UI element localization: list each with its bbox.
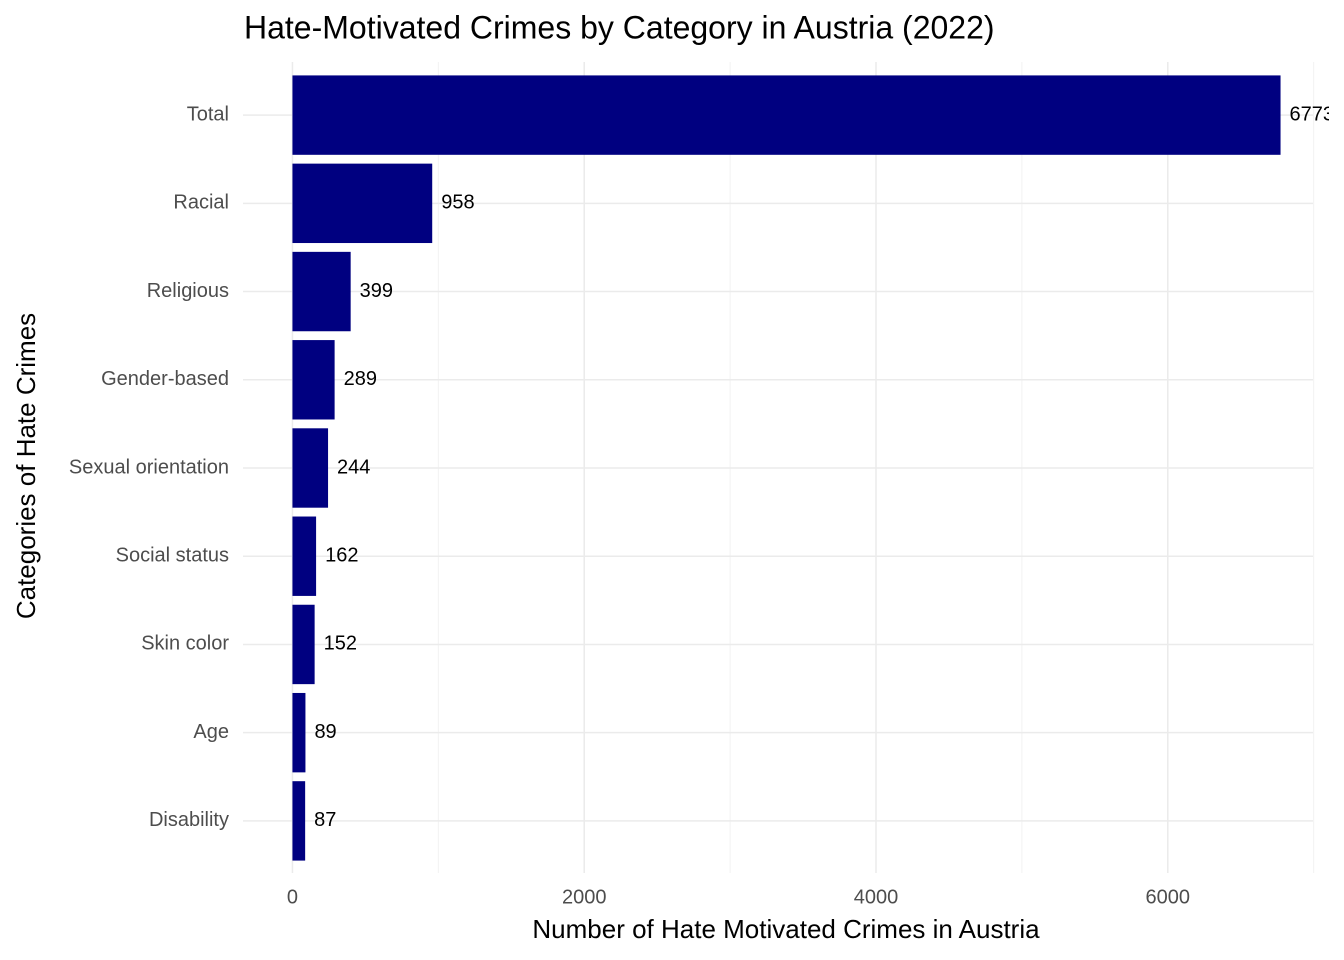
bar bbox=[292, 692, 306, 773]
x-tick-label: 2000 bbox=[562, 886, 607, 908]
y-tick-label: Disability bbox=[149, 809, 229, 831]
y-axis-title: Categories of Hate Crimes bbox=[11, 313, 41, 619]
bar bbox=[292, 340, 335, 420]
x-tick-label: 0 bbox=[287, 886, 298, 908]
bar bbox=[292, 75, 1281, 155]
bar bbox=[292, 604, 315, 685]
y-tick-label: Religious bbox=[147, 280, 229, 302]
y-tick-label: Social status bbox=[116, 545, 229, 567]
y-tick-label: Age bbox=[193, 721, 229, 743]
value-label: 89 bbox=[314, 721, 336, 743]
x-tick-label: 4000 bbox=[854, 886, 899, 908]
bar bbox=[292, 163, 433, 244]
y-tick-label: Gender-based bbox=[101, 368, 229, 390]
bar bbox=[292, 251, 351, 332]
value-label: 6773 bbox=[1290, 103, 1335, 125]
bar bbox=[292, 781, 306, 861]
value-label: 244 bbox=[337, 456, 370, 478]
x-tick-label: 6000 bbox=[1146, 886, 1191, 908]
y-tick-label: Sexual orientation bbox=[69, 456, 229, 478]
value-label: 399 bbox=[360, 280, 393, 302]
value-label: 87 bbox=[314, 809, 336, 831]
bar bbox=[292, 428, 329, 508]
value-label: 152 bbox=[324, 633, 357, 655]
x-axis-title: Number of Hate Motivated Crimes in Austr… bbox=[532, 914, 1040, 944]
value-label: 289 bbox=[344, 368, 377, 390]
bar bbox=[292, 516, 317, 596]
y-tick-label: Racial bbox=[173, 192, 229, 214]
value-label: 162 bbox=[325, 545, 358, 567]
value-label: 958 bbox=[441, 192, 474, 214]
y-tick-label: Total bbox=[187, 103, 229, 125]
y-tick-label: Skin color bbox=[141, 633, 229, 655]
chart-title: Hate-Motivated Crimes by Category in Aus… bbox=[244, 9, 995, 45]
